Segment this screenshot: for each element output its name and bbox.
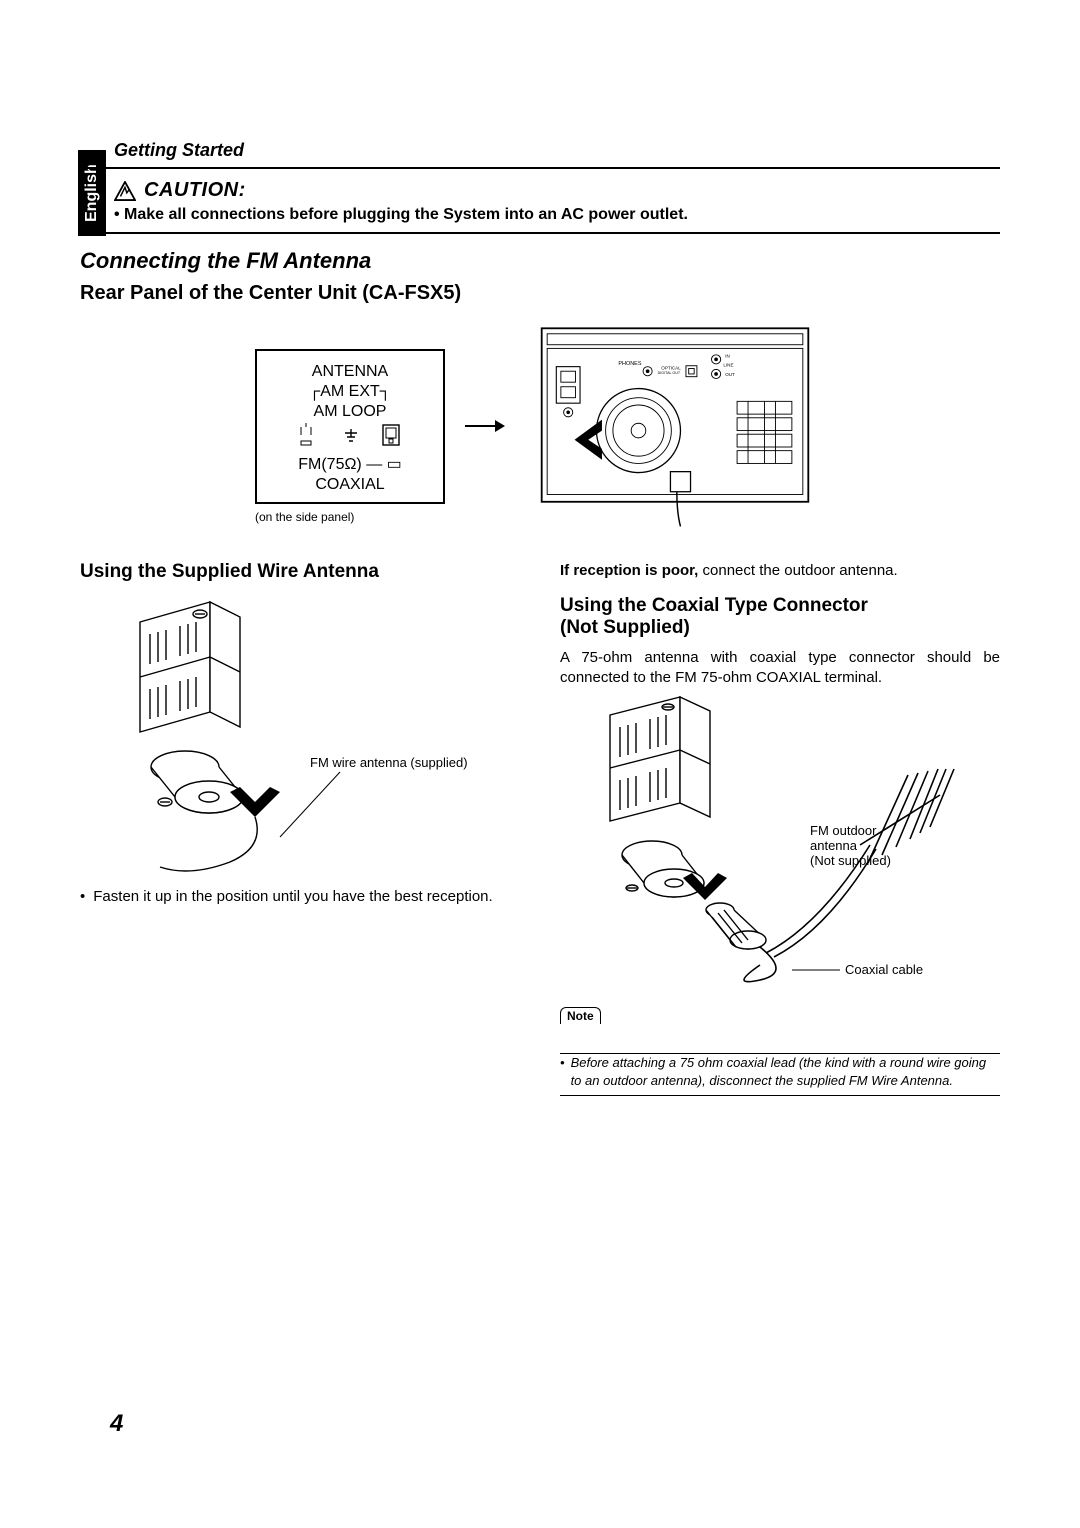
page-content: Getting Started CAUTION: • Make all conn… [80, 140, 1000, 1096]
divider [80, 232, 1000, 234]
outdoor-antenna-label-1: FM outdoor [810, 823, 877, 838]
out-label: OUT [725, 372, 735, 377]
am-ext-label: ┌AM EXT┐ [273, 383, 427, 401]
note-block: Note • Before attaching a 75 ohm coaxial… [560, 1017, 1000, 1096]
page-number: 4 [110, 1410, 123, 1438]
heading-connecting-fm: Connecting the FM Antenna [80, 248, 1000, 274]
jack-icons [295, 423, 405, 449]
side-panel-note: (on the side panel) [255, 510, 354, 524]
digital-out-label: DIGITAL OUT [658, 371, 681, 375]
section-header: Getting Started [114, 140, 1000, 161]
heading-rear-panel: Rear Panel of the Center Unit (CA-FSX5) [80, 282, 1000, 305]
phones-label: PHONES [618, 361, 641, 367]
left-column: Using the Supplied Wire Antenna [80, 561, 520, 1096]
note-text: Before attaching a 75 ohm coaxial lead (… [571, 1054, 1000, 1089]
in-label: IN [725, 354, 730, 359]
caution-title: CAUTION: [144, 179, 246, 202]
caution-icon [114, 181, 136, 201]
heading-coaxial-line1: Using the Coaxial Type Connector [560, 595, 1000, 618]
bullet-icon [80, 888, 85, 905]
note-tab: Note [560, 1007, 601, 1024]
caution-row: CAUTION: [114, 179, 1000, 202]
rear-panel-diagram: ANTENNA ┌AM EXT┐ AM LOOP FM(75Ω) — ▭ [80, 321, 1000, 531]
heading-coaxial-line2: (Not Supplied) [560, 617, 1000, 640]
coaxial-label: COAXIAL [273, 476, 427, 494]
outdoor-antenna-label-3: (Not supplied) [810, 853, 891, 868]
wire-antenna-figure: FM wire antenna (supplied) [80, 592, 480, 882]
wire-antenna-bullet: Fasten it up in the position until you h… [80, 888, 520, 905]
outdoor-antenna-label-2: antenna [810, 838, 858, 853]
poor-rest: connect the outdoor antenna. [698, 562, 897, 579]
fm-wire-label: FM wire antenna (supplied) [310, 755, 468, 770]
caution-body: • Make all connections before plugging t… [114, 206, 1000, 224]
rear-panel-illustration: PHONES OPTICAL DIGITAL OUT IN LINE OUT [525, 321, 825, 531]
bullet-text: Fasten it up in the position until you h… [93, 888, 492, 905]
poor-bold: If reception is poor, [560, 562, 698, 579]
poor-reception-text: If reception is poor, connect the outdoo… [560, 561, 1000, 581]
fm75-label: FM(75Ω) — ▭ [273, 454, 427, 474]
two-column-layout: Using the Supplied Wire Antenna [80, 561, 1000, 1096]
divider [80, 167, 1000, 169]
coaxial-figure: FM outdoor antenna (Not supplied) Coaxia… [560, 695, 980, 995]
right-column: If reception is poor, connect the outdoo… [560, 561, 1000, 1096]
line-label: LINE [723, 363, 733, 368]
antenna-label: ANTENNA [273, 363, 427, 381]
optical-label: OPTICAL [661, 365, 681, 370]
am-loop-label: AM LOOP [273, 403, 427, 421]
antenna-panel-box: ANTENNA ┌AM EXT┐ AM LOOP FM(75Ω) — ▭ [255, 349, 445, 504]
heading-wire-antenna: Using the Supplied Wire Antenna [80, 561, 520, 584]
arrow-icon [465, 416, 505, 436]
panel-jack-row [273, 423, 427, 452]
coaxial-body: A 75-ohm antenna with coaxial type conne… [560, 648, 1000, 687]
heading-coaxial: Using the Coaxial Type Connector (Not Su… [560, 595, 1000, 641]
bullet-icon: • [560, 1054, 565, 1089]
coaxial-cable-label: Coaxial cable [845, 962, 923, 977]
am-ext-text: AM EXT [320, 383, 380, 400]
